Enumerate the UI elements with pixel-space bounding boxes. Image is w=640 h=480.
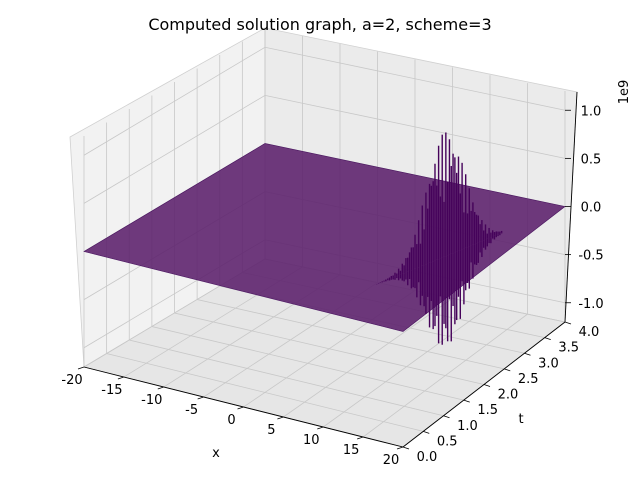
x-tick-label: -10	[141, 393, 162, 408]
surface	[83, 132, 566, 345]
z-tick-label: -0.5	[578, 249, 603, 264]
t-tick-label: 2.5	[518, 372, 539, 387]
x-tick-mark	[77, 366, 85, 370]
z-ticks: -1.0 -0.5 0.0 0.5 1.0	[565, 104, 604, 312]
grid-t	[128, 109, 444, 417]
x-tick-label: 10	[303, 433, 320, 448]
t-tick-label: 2.0	[498, 388, 519, 403]
grid-z	[83, 46, 566, 156]
x-axis-label: x	[212, 446, 220, 461]
x-tick-mark	[237, 406, 244, 410]
x-tick-mark	[317, 426, 324, 430]
grid-t	[106, 122, 424, 432]
x-tick-mark	[396, 446, 404, 450]
x-tick-mark	[277, 416, 284, 420]
t-tick-mark	[423, 430, 430, 434]
grid-z	[83, 94, 566, 204]
x-tick-label: 15	[343, 443, 360, 458]
t-tick-label: 0.5	[437, 434, 458, 449]
x-tick-mark	[197, 396, 204, 400]
t-tick-mark	[463, 399, 470, 403]
x-ticks: -20 -15 -10 -5 0 5 10 15 20	[61, 366, 404, 468]
t-tick-mark	[544, 337, 551, 341]
t-tick-mark	[402, 446, 410, 450]
z-offset-label: 1e9	[617, 80, 632, 105]
t-ticks: 0.00.51.01.52.02.53.03.54.0	[402, 321, 600, 465]
t-tick-mark	[443, 415, 450, 419]
t-tick-label: 1.5	[477, 403, 498, 418]
x-tick-label: 0	[227, 413, 235, 428]
t-axis-label: t	[518, 412, 523, 427]
x-tick-label: -15	[101, 383, 122, 398]
x-tick-mark	[117, 376, 125, 380]
t-tick-label: 4.0	[579, 325, 600, 340]
t-tick-mark	[483, 384, 491, 387]
z-tick-label: 1.0	[581, 104, 602, 119]
x-tick-label: 5	[267, 423, 275, 438]
t-tick-mark	[504, 368, 511, 372]
grid-t	[151, 95, 464, 401]
z-tick-label: 0.0	[581, 201, 602, 216]
x-tick-mark	[356, 436, 364, 440]
t-tick-mark	[564, 321, 572, 325]
z-tick-label: 0.5	[581, 152, 602, 167]
t-tick-mark	[524, 352, 531, 356]
x-tick-label: -5	[185, 403, 198, 418]
t-tick-label: 0.0	[417, 450, 438, 465]
chart-title: Computed solution graph, a=2, scheme=3	[148, 15, 491, 34]
t-tick-label: 3.5	[558, 341, 579, 356]
x-tick-label: -20	[61, 373, 82, 388]
z-axis-line	[564, 91, 578, 323]
x-tick-label: 20	[383, 453, 400, 468]
x-tick-mark	[157, 386, 164, 390]
z-tick-label: -1.0	[578, 297, 603, 312]
t-tick-label: 3.0	[538, 356, 559, 371]
grid-t	[174, 82, 485, 385]
t-tick-label: 1.0	[457, 419, 478, 434]
grid-t	[219, 55, 525, 354]
grid-t	[196, 68, 505, 370]
